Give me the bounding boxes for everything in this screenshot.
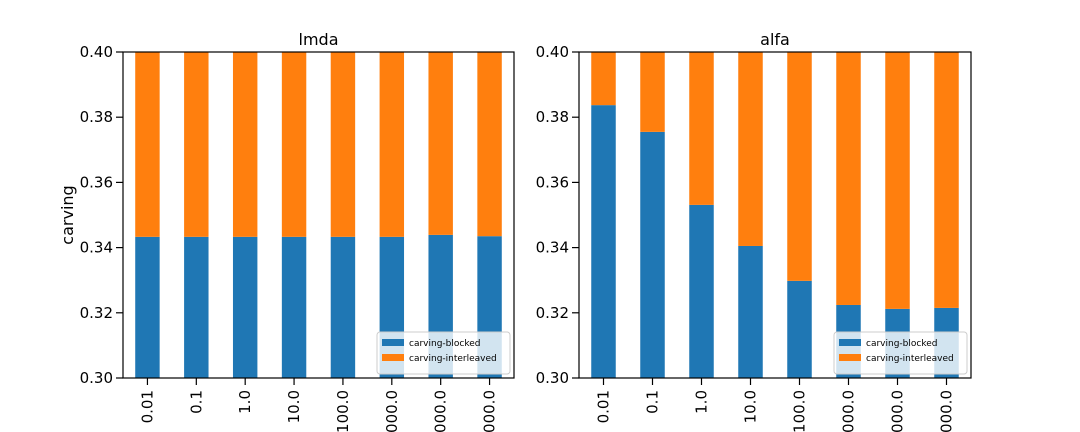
legend-swatch	[839, 339, 861, 346]
bar-segment	[281, 236, 307, 378]
axes-frame	[578, 51, 972, 379]
legend-label: carving-blocked	[409, 339, 480, 349]
bar-segment	[689, 52, 714, 205]
x-tick-label: 0.1	[187, 390, 205, 414]
bar-segment	[379, 52, 405, 237]
y-tick-label: 0.30	[80, 369, 113, 387]
x-tick-label: 100000.0	[938, 390, 956, 432]
bar-segment	[330, 52, 356, 237]
x-tick-label: 100.0	[334, 390, 352, 432]
legend-label: carving-blocked	[866, 339, 937, 349]
y-tick-label: 0.36	[536, 173, 569, 191]
bar-segment	[640, 52, 665, 132]
x-tick-label: 0.01	[595, 390, 613, 423]
bar-segment	[738, 52, 763, 246]
x-tick-label: 10000.0	[432, 390, 450, 432]
bar-segment	[934, 52, 959, 308]
legend-label: carving-interleaved	[409, 354, 497, 364]
axes-title: lmda	[299, 30, 339, 49]
x-tick-label: 10.0	[742, 390, 760, 423]
x-tick-label: 10.0	[285, 390, 303, 423]
x-tick-label: 100000.0	[481, 390, 499, 432]
bar-segment	[232, 52, 258, 237]
x-tick-label: 1000.0	[383, 390, 401, 432]
x-tick-label: 1.0	[236, 390, 254, 414]
bar-segment	[640, 131, 665, 378]
bar-segment	[689, 204, 714, 378]
x-tick-label: 1.0	[693, 390, 711, 414]
legend-box	[376, 331, 511, 375]
y-tick-label: 0.30	[536, 369, 569, 387]
x-tick-label: 100.0	[791, 390, 809, 432]
axes-frame	[122, 51, 515, 379]
y-tick-label: 0.34	[80, 239, 113, 257]
bar-segment	[281, 52, 307, 237]
y-tick-label: 0.40	[80, 43, 113, 61]
y-tick-label: 0.32	[80, 304, 113, 322]
x-tick-label: 0.1	[644, 390, 662, 414]
axes-title: alfa	[760, 30, 790, 49]
bar-segment	[330, 236, 356, 378]
y-tick-label: 0.38	[536, 108, 569, 126]
y-tick-label: 0.36	[80, 173, 113, 191]
y-axis-label: carving	[58, 185, 77, 244]
y-tick-label: 0.32	[536, 304, 569, 322]
bar-segment	[787, 280, 812, 378]
bar-segment	[428, 52, 453, 235]
bar-segment	[184, 52, 209, 237]
legend-swatch	[382, 354, 404, 361]
plot-area	[591, 52, 959, 378]
bar-segment	[135, 236, 160, 378]
y-tick-label: 0.34	[536, 239, 569, 257]
legend-swatch	[382, 339, 404, 346]
bar-segment	[232, 236, 258, 378]
legend-label: carving-interleaved	[866, 354, 954, 364]
bar-segment	[787, 52, 812, 281]
bar-segment	[591, 52, 616, 106]
legend-swatch	[839, 354, 861, 361]
x-tick-label: 1000.0	[840, 390, 858, 432]
bar-segment	[591, 105, 616, 378]
y-tick-label: 0.40	[536, 43, 569, 61]
bar-segment	[836, 52, 861, 305]
bar-segment	[135, 52, 160, 237]
x-tick-label: 10000.0	[889, 390, 907, 432]
bar-segment	[738, 245, 763, 378]
y-tick-label: 0.38	[80, 108, 113, 126]
bar-segment	[885, 52, 910, 309]
legend-box	[833, 331, 968, 375]
bar-segment	[477, 52, 502, 237]
x-tick-label: 0.01	[138, 390, 156, 423]
bar-segment	[184, 236, 209, 378]
